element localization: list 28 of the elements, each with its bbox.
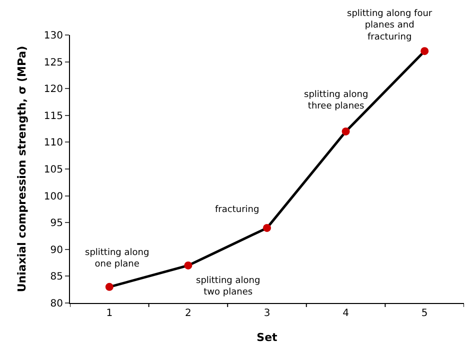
annotation: splitting along three planes (304, 90, 368, 112)
y-tick-label: 95 (50, 218, 63, 230)
x-axis-title: Set (256, 331, 278, 344)
x-tick-label: 4 (342, 308, 349, 319)
annotation: splitting along four planes and fracturing (347, 9, 432, 42)
annotation: fracturing (215, 205, 260, 215)
point (184, 261, 192, 270)
point (105, 282, 114, 291)
y-axis-title: Uniaxial compression strength, σ (MPa) (16, 46, 29, 292)
x-tick-label: 5 (421, 308, 428, 319)
y-tick-label: 85 (50, 272, 63, 283)
point (263, 224, 271, 232)
x-tick-label: 1 (106, 308, 113, 319)
x-tick-label: 3 (264, 308, 270, 319)
y-tick-label: 110 (44, 138, 63, 149)
annotation: splitting along one plane (85, 248, 150, 270)
annotation: splitting along two planes (196, 276, 260, 298)
x-tick-label: 2 (185, 308, 192, 319)
point (342, 127, 350, 136)
y-tick-label: 80 (50, 298, 63, 310)
y-tick-label: 90 (50, 244, 63, 256)
y-tick-label: 105 (44, 164, 63, 176)
y-tick-label: 115 (44, 110, 63, 122)
y-tick-label: 120 (44, 84, 63, 96)
y-tick-label: 100 (44, 191, 63, 202)
y-tick-label: 125 (44, 57, 63, 68)
point (420, 47, 429, 56)
y-tick-label: 130 (44, 30, 63, 42)
